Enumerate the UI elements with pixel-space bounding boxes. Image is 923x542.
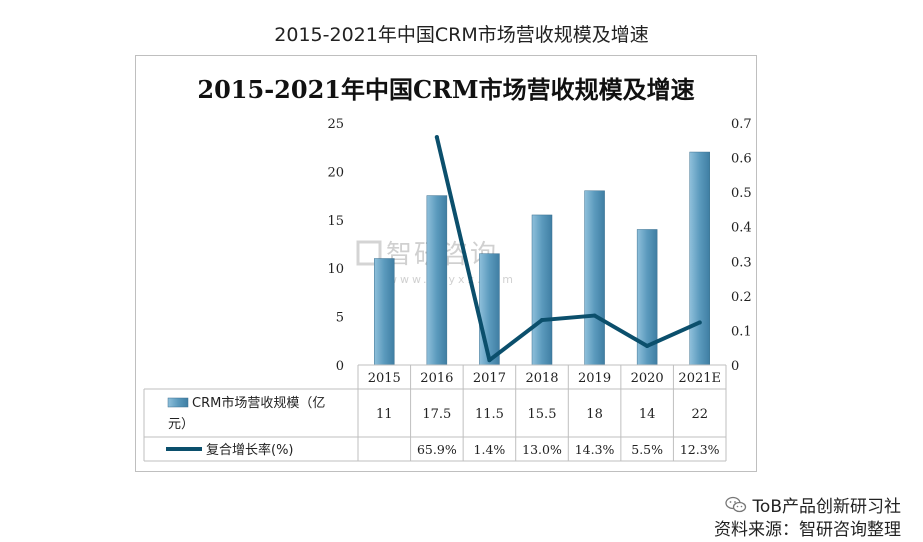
y-tick-label: 0 — [336, 359, 344, 374]
growth-value-label: 13.0% — [522, 442, 562, 457]
bar-value-label: 11 — [376, 407, 393, 422]
y2-tick-label: 0.2 — [731, 290, 752, 305]
line-point — [645, 343, 650, 348]
growth-line — [434, 135, 702, 363]
watermark-icon — [356, 240, 382, 266]
growth-value-label: 1.4% — [474, 442, 506, 457]
y2-tick-label: 0.3 — [731, 255, 752, 270]
x-category-label: 2015 — [368, 371, 401, 386]
y-tick-label: 10 — [327, 262, 344, 277]
watermark-logo — [356, 240, 382, 266]
growth-value-label: 5.5% — [631, 442, 663, 457]
y2-tick-label: 0.1 — [731, 324, 752, 339]
growth-value-label: 14.3% — [575, 442, 615, 457]
legend-bar-swatch — [167, 397, 189, 408]
line-point — [434, 135, 439, 140]
chart-figure: 2015-2021年中国CRM市场营收规模及增速智研咨询www.chyxx.co… — [135, 55, 757, 472]
bar-value-label: 17.5 — [422, 407, 451, 422]
chart-svg: 2015-2021年中国CRM市场营收规模及增速智研咨询www.chyxx.co… — [143, 75, 752, 462]
y2-tick-label: 0 — [731, 359, 739, 374]
chart-title: 2015-2021年中国CRM市场营收规模及增速 — [197, 75, 694, 104]
y-tick-label: 5 — [336, 311, 344, 326]
y2-tick-label: 0.7 — [731, 117, 752, 132]
wechat-icon — [725, 496, 747, 514]
y-tick-label: 20 — [327, 165, 344, 180]
x-category-label: 2019 — [578, 371, 611, 386]
line-point — [697, 320, 702, 325]
legend-bar-label-cont: 元） — [168, 417, 194, 432]
x-category-label: 2018 — [525, 371, 558, 386]
wechat-account-name: ToB产品创新研习社 — [752, 497, 901, 517]
bar — [426, 195, 448, 366]
bar-value-label: 22 — [691, 407, 708, 422]
bar — [531, 214, 553, 366]
bar — [479, 253, 500, 366]
bar-value-label: 18 — [586, 407, 603, 422]
x-category-label: 2016 — [420, 371, 453, 386]
line-point — [540, 318, 544, 323]
line-point — [592, 313, 597, 318]
legend-bar-label: CRM市场营收规模（亿 — [192, 395, 325, 411]
y-tick-label: 15 — [327, 214, 344, 229]
y-tick-label: 25 — [327, 117, 344, 132]
source-note: 资料来源：智研咨询整理 — [714, 520, 901, 540]
wechat-attribution: ToB产品创新研习社 — [725, 492, 901, 517]
bar — [689, 151, 710, 366]
page-title: 2015-2021年中国CRM市场营收规模及增速 — [274, 24, 649, 46]
bar-value-label: 14 — [639, 407, 656, 422]
bar — [584, 190, 605, 366]
growth-value-label: 12.3% — [680, 442, 720, 457]
growth-value-label: 65.9% — [417, 442, 457, 457]
x-category-label: 2020 — [631, 371, 664, 386]
x-category-label: 2021E — [678, 371, 721, 386]
bar — [374, 258, 395, 366]
y2-tick-label: 0.5 — [731, 186, 752, 201]
y2-tick-label: 0.6 — [731, 152, 752, 167]
x-category-label: 2017 — [473, 371, 506, 386]
y2-tick-label: 0.4 — [731, 221, 752, 236]
bar-value-label: 11.5 — [475, 407, 504, 422]
line-point — [487, 358, 492, 363]
bar-value-label: 15.5 — [528, 407, 557, 422]
legend-line-label: 复合增长率(%) — [206, 442, 294, 458]
